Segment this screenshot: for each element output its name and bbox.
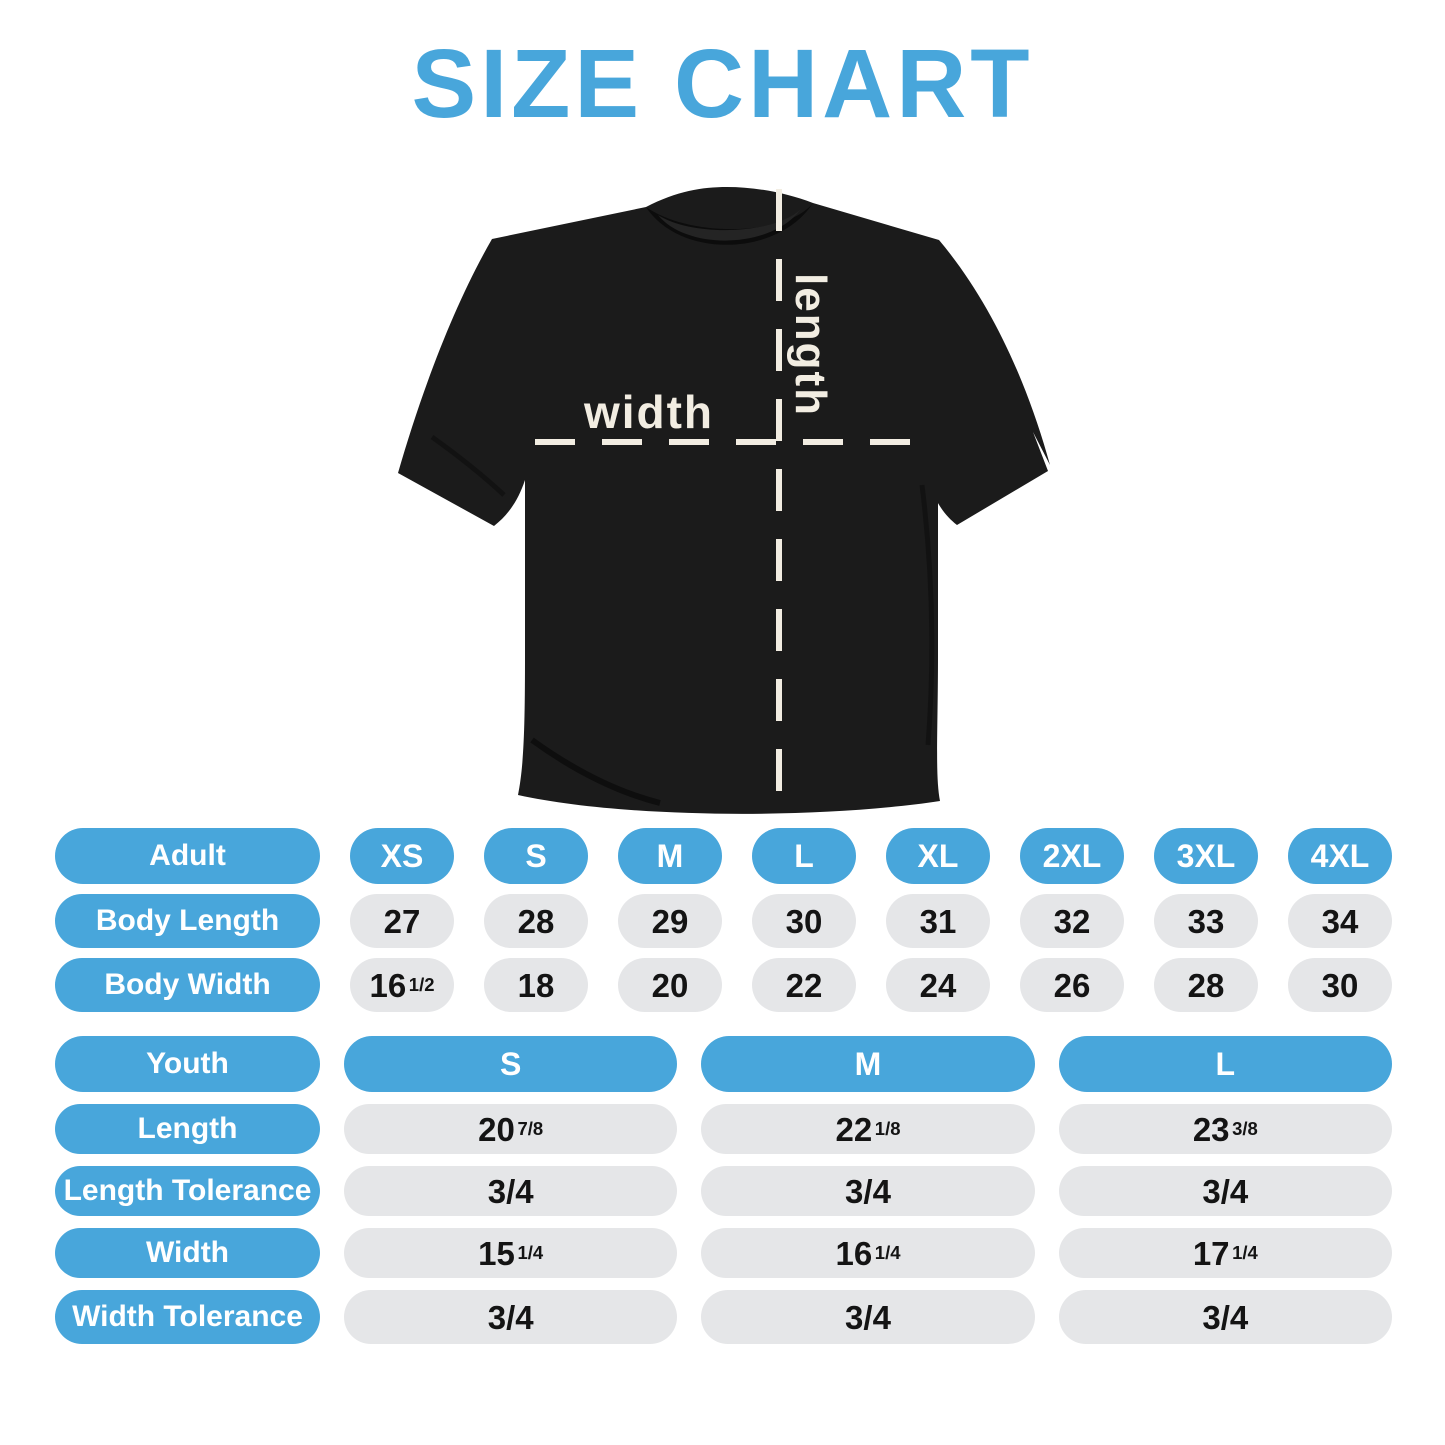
value-main: 20 — [478, 1110, 515, 1148]
value-main: 28 — [1187, 966, 1225, 1004]
tshirt-measurement-diagram: width length — [392, 185, 1054, 815]
body-width-value: 20 — [618, 958, 722, 1012]
body-length-value: 30 — [752, 894, 856, 948]
adult-table-corner-label: Adult — [55, 828, 320, 884]
value-main: 16 — [369, 966, 407, 1004]
value-main: 3/4 — [487, 1298, 534, 1336]
value-main: 30 — [1321, 966, 1359, 1004]
youth-length-value: 22 1/8 — [701, 1104, 1035, 1154]
youth-length-tolerance-value: 3/4 — [701, 1166, 1035, 1216]
value-main: 3/4 — [1202, 1172, 1249, 1210]
body-length-value: 27 — [350, 894, 454, 948]
body-width-value: 22 — [752, 958, 856, 1012]
value-main: 15 — [478, 1234, 515, 1272]
value-fraction: 3/8 — [1232, 1117, 1258, 1139]
body-length-value: 33 — [1154, 894, 1258, 948]
value-fraction: 1/2 — [408, 973, 435, 995]
value-main: 3/4 — [845, 1172, 891, 1210]
length-label: length — [786, 273, 835, 417]
fold-line — [919, 484, 934, 746]
youth-table-corner-label: Youth — [55, 1036, 320, 1092]
body-width-value: 18 — [484, 958, 588, 1012]
youth-length-value: 23 3/8 — [1058, 1104, 1392, 1154]
adult-size-header-l: L — [752, 828, 856, 884]
youth-width-tolerance-value: 3/4 — [1058, 1290, 1392, 1344]
body-length-value: 32 — [1020, 894, 1124, 948]
value-main: 26 — [1053, 966, 1091, 1004]
body-length-value: 34 — [1288, 894, 1392, 948]
body-length-row-label: Body Length — [55, 894, 320, 948]
youth-size-header-l: L — [1058, 1036, 1392, 1092]
youth-width-tolerance-value: 3/4 — [344, 1290, 678, 1344]
value-main: 29 — [651, 902, 689, 940]
tshirt-silhouette — [397, 187, 1050, 814]
youth-width-value: 17 1/4 — [1058, 1228, 1392, 1278]
youth-length-tolerance-row-label: Length Tolerance — [55, 1166, 320, 1216]
value-fraction: 1/8 — [874, 1117, 901, 1139]
adult-size-header-2xl: 2XL — [1020, 828, 1124, 884]
tshirt-collar-inner — [657, 209, 801, 241]
value-main: 22 — [785, 966, 823, 1004]
youth-width-value: 16 1/4 — [701, 1228, 1035, 1278]
body-width-value: 24 — [886, 958, 990, 1012]
value-main: 32 — [1053, 902, 1091, 940]
body-width-value: 16 1/2 — [350, 958, 454, 1012]
value-main: 3/4 — [845, 1298, 891, 1336]
youth-size-header-m: M — [701, 1036, 1035, 1092]
youth-width-row-label: Width — [55, 1228, 320, 1278]
fold-line — [529, 737, 661, 806]
value-main: 30 — [785, 902, 823, 940]
value-main: 20 — [651, 966, 689, 1004]
value-main: 33 — [1187, 902, 1225, 940]
value-main: 34 — [1321, 902, 1359, 940]
value-main: 24 — [919, 966, 957, 1004]
value-main: 17 — [1192, 1234, 1230, 1272]
value-main: 18 — [517, 966, 555, 1004]
youth-size-header-s: S — [344, 1036, 678, 1092]
body-width-value: 28 — [1154, 958, 1258, 1012]
width-label: width — [582, 386, 713, 438]
youth-width-value: 15 1/4 — [344, 1228, 678, 1278]
youth-length-tolerance-value: 3/4 — [1058, 1166, 1392, 1216]
adult-size-table: Adult XS S M L XL 2XL 3XL 4XL Body Lengt… — [55, 828, 1392, 1012]
adult-size-header-xs: XS — [350, 828, 454, 884]
adult-size-header-xl: XL — [886, 828, 990, 884]
value-main: 31 — [919, 902, 957, 940]
body-length-value: 31 — [886, 894, 990, 948]
value-main: 3/4 — [1202, 1298, 1249, 1336]
youth-length-row-label: Length — [55, 1104, 320, 1154]
size-tables: Adult XS S M L XL 2XL 3XL 4XL Body Lengt… — [55, 828, 1392, 1344]
tshirt-graphic: width length — [397, 187, 1050, 814]
youth-length-tolerance-value: 3/4 — [344, 1166, 678, 1216]
page-title: SIZE CHART — [411, 29, 1034, 138]
value-fraction: 7/8 — [517, 1117, 544, 1139]
value-main: 22 — [835, 1110, 873, 1148]
adult-size-header-4xl: 4XL — [1288, 828, 1392, 884]
youth-length-value: 20 7/8 — [344, 1104, 678, 1154]
value-main: 23 — [1192, 1110, 1230, 1148]
youth-width-tolerance-row-label: Width Tolerance — [55, 1290, 320, 1344]
body-length-value: 28 — [484, 894, 588, 948]
body-width-value: 26 — [1020, 958, 1124, 1012]
adult-size-header-3xl: 3XL — [1154, 828, 1258, 884]
fold-line — [430, 434, 506, 497]
youth-size-table: Youth S M L Length 20 7/8 22 1/8 23 3/8 Len… — [55, 1036, 1392, 1344]
value-main: 27 — [383, 902, 421, 940]
value-fraction: 1/4 — [874, 1241, 901, 1263]
body-width-row-label: Body Width — [55, 958, 320, 1012]
value-main: 16 — [835, 1234, 873, 1272]
value-fraction: 1/4 — [1232, 1241, 1258, 1263]
youth-width-tolerance-value: 3/4 — [701, 1290, 1035, 1344]
value-fraction: 1/4 — [517, 1241, 544, 1263]
body-width-value: 30 — [1288, 958, 1392, 1012]
value-main: 28 — [517, 902, 555, 940]
adult-size-header-s: S — [484, 828, 588, 884]
body-length-value: 29 — [618, 894, 722, 948]
value-main: 3/4 — [487, 1172, 534, 1210]
adult-size-header-m: M — [618, 828, 722, 884]
